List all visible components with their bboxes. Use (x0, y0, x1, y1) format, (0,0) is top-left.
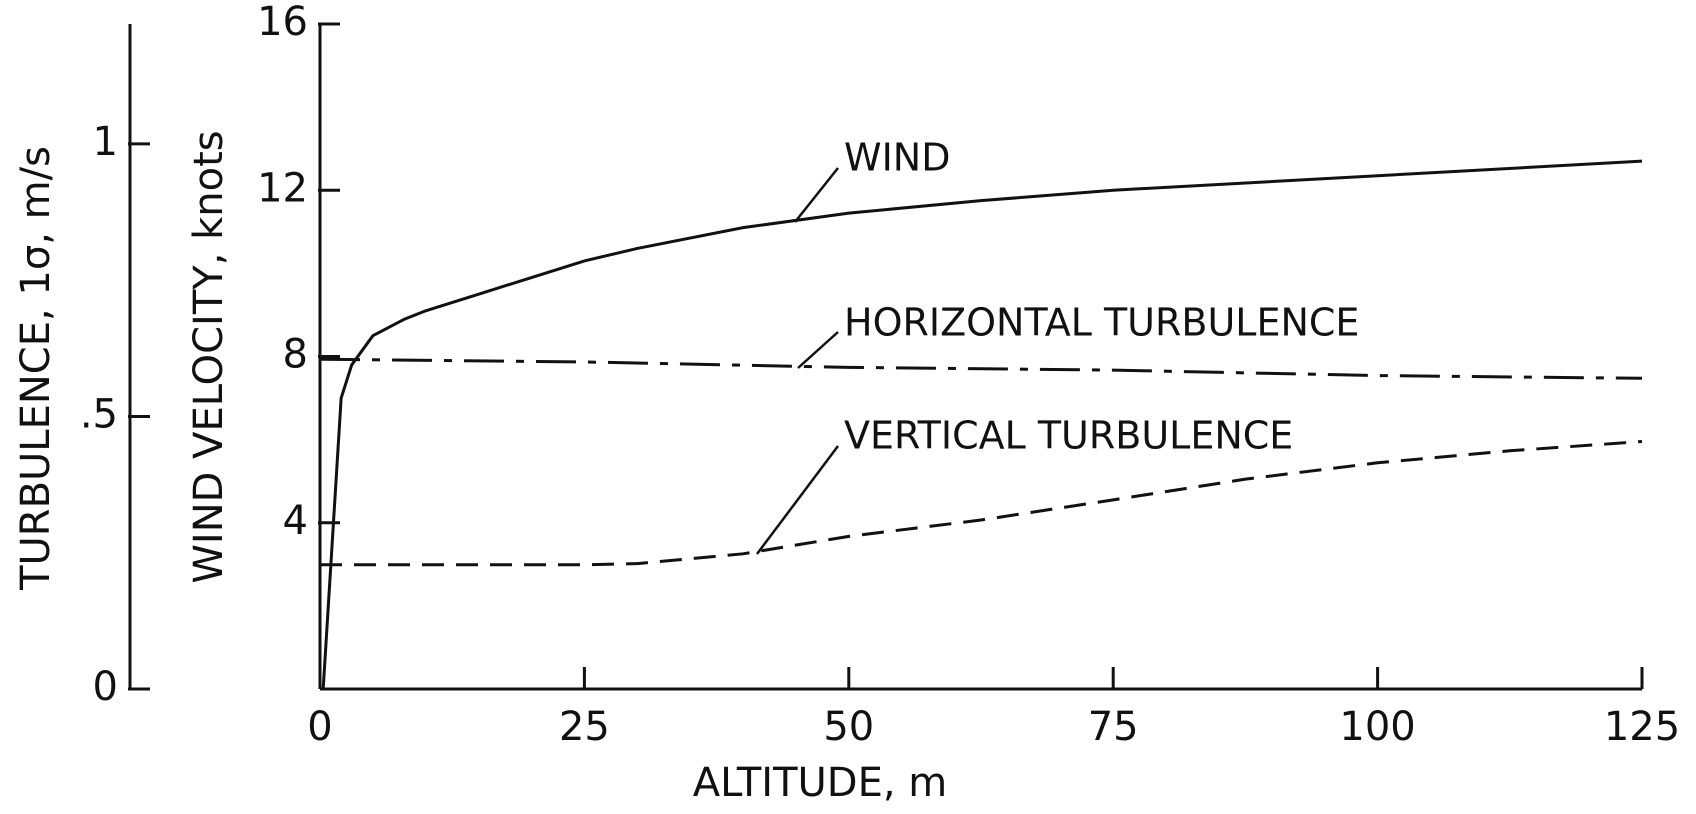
y-tick-label: 12 (257, 165, 308, 211)
y2-axis-label: TURBULENCE, 1σ, m/s (13, 146, 59, 591)
y-tick-label: 16 (257, 0, 308, 45)
series-label: HORIZONTAL TURBULENCE (844, 301, 1359, 345)
leader-line (756, 445, 839, 555)
series-line (321, 159, 1643, 690)
x-tick-label: 0 (307, 704, 332, 750)
y-axis-label: WIND VELOCITY, knots (186, 130, 232, 583)
x-tick-label: 100 (1339, 704, 1415, 750)
y-tick-label: 4 (283, 498, 308, 544)
y2-tick-label: 0 (93, 664, 118, 710)
x-tick-label: 50 (823, 704, 874, 750)
series-line (320, 440, 1643, 567)
series-label: WIND (844, 136, 950, 180)
x-tick-label: 25 (559, 704, 610, 750)
series-line (319, 357, 1643, 380)
x-tick-label: 125 (1604, 704, 1680, 750)
leader-line (794, 167, 839, 223)
y2-tick-label: 1 (93, 119, 118, 165)
x-tick-label: 75 (1088, 704, 1139, 750)
leader-line (797, 331, 839, 369)
y-tick-label: 8 (283, 332, 308, 378)
x-axis-label: ALTITUDE, m (693, 760, 948, 806)
y2-tick-label: .5 (80, 391, 118, 437)
series-label: VERTICAL TURBULENCE (844, 414, 1293, 458)
